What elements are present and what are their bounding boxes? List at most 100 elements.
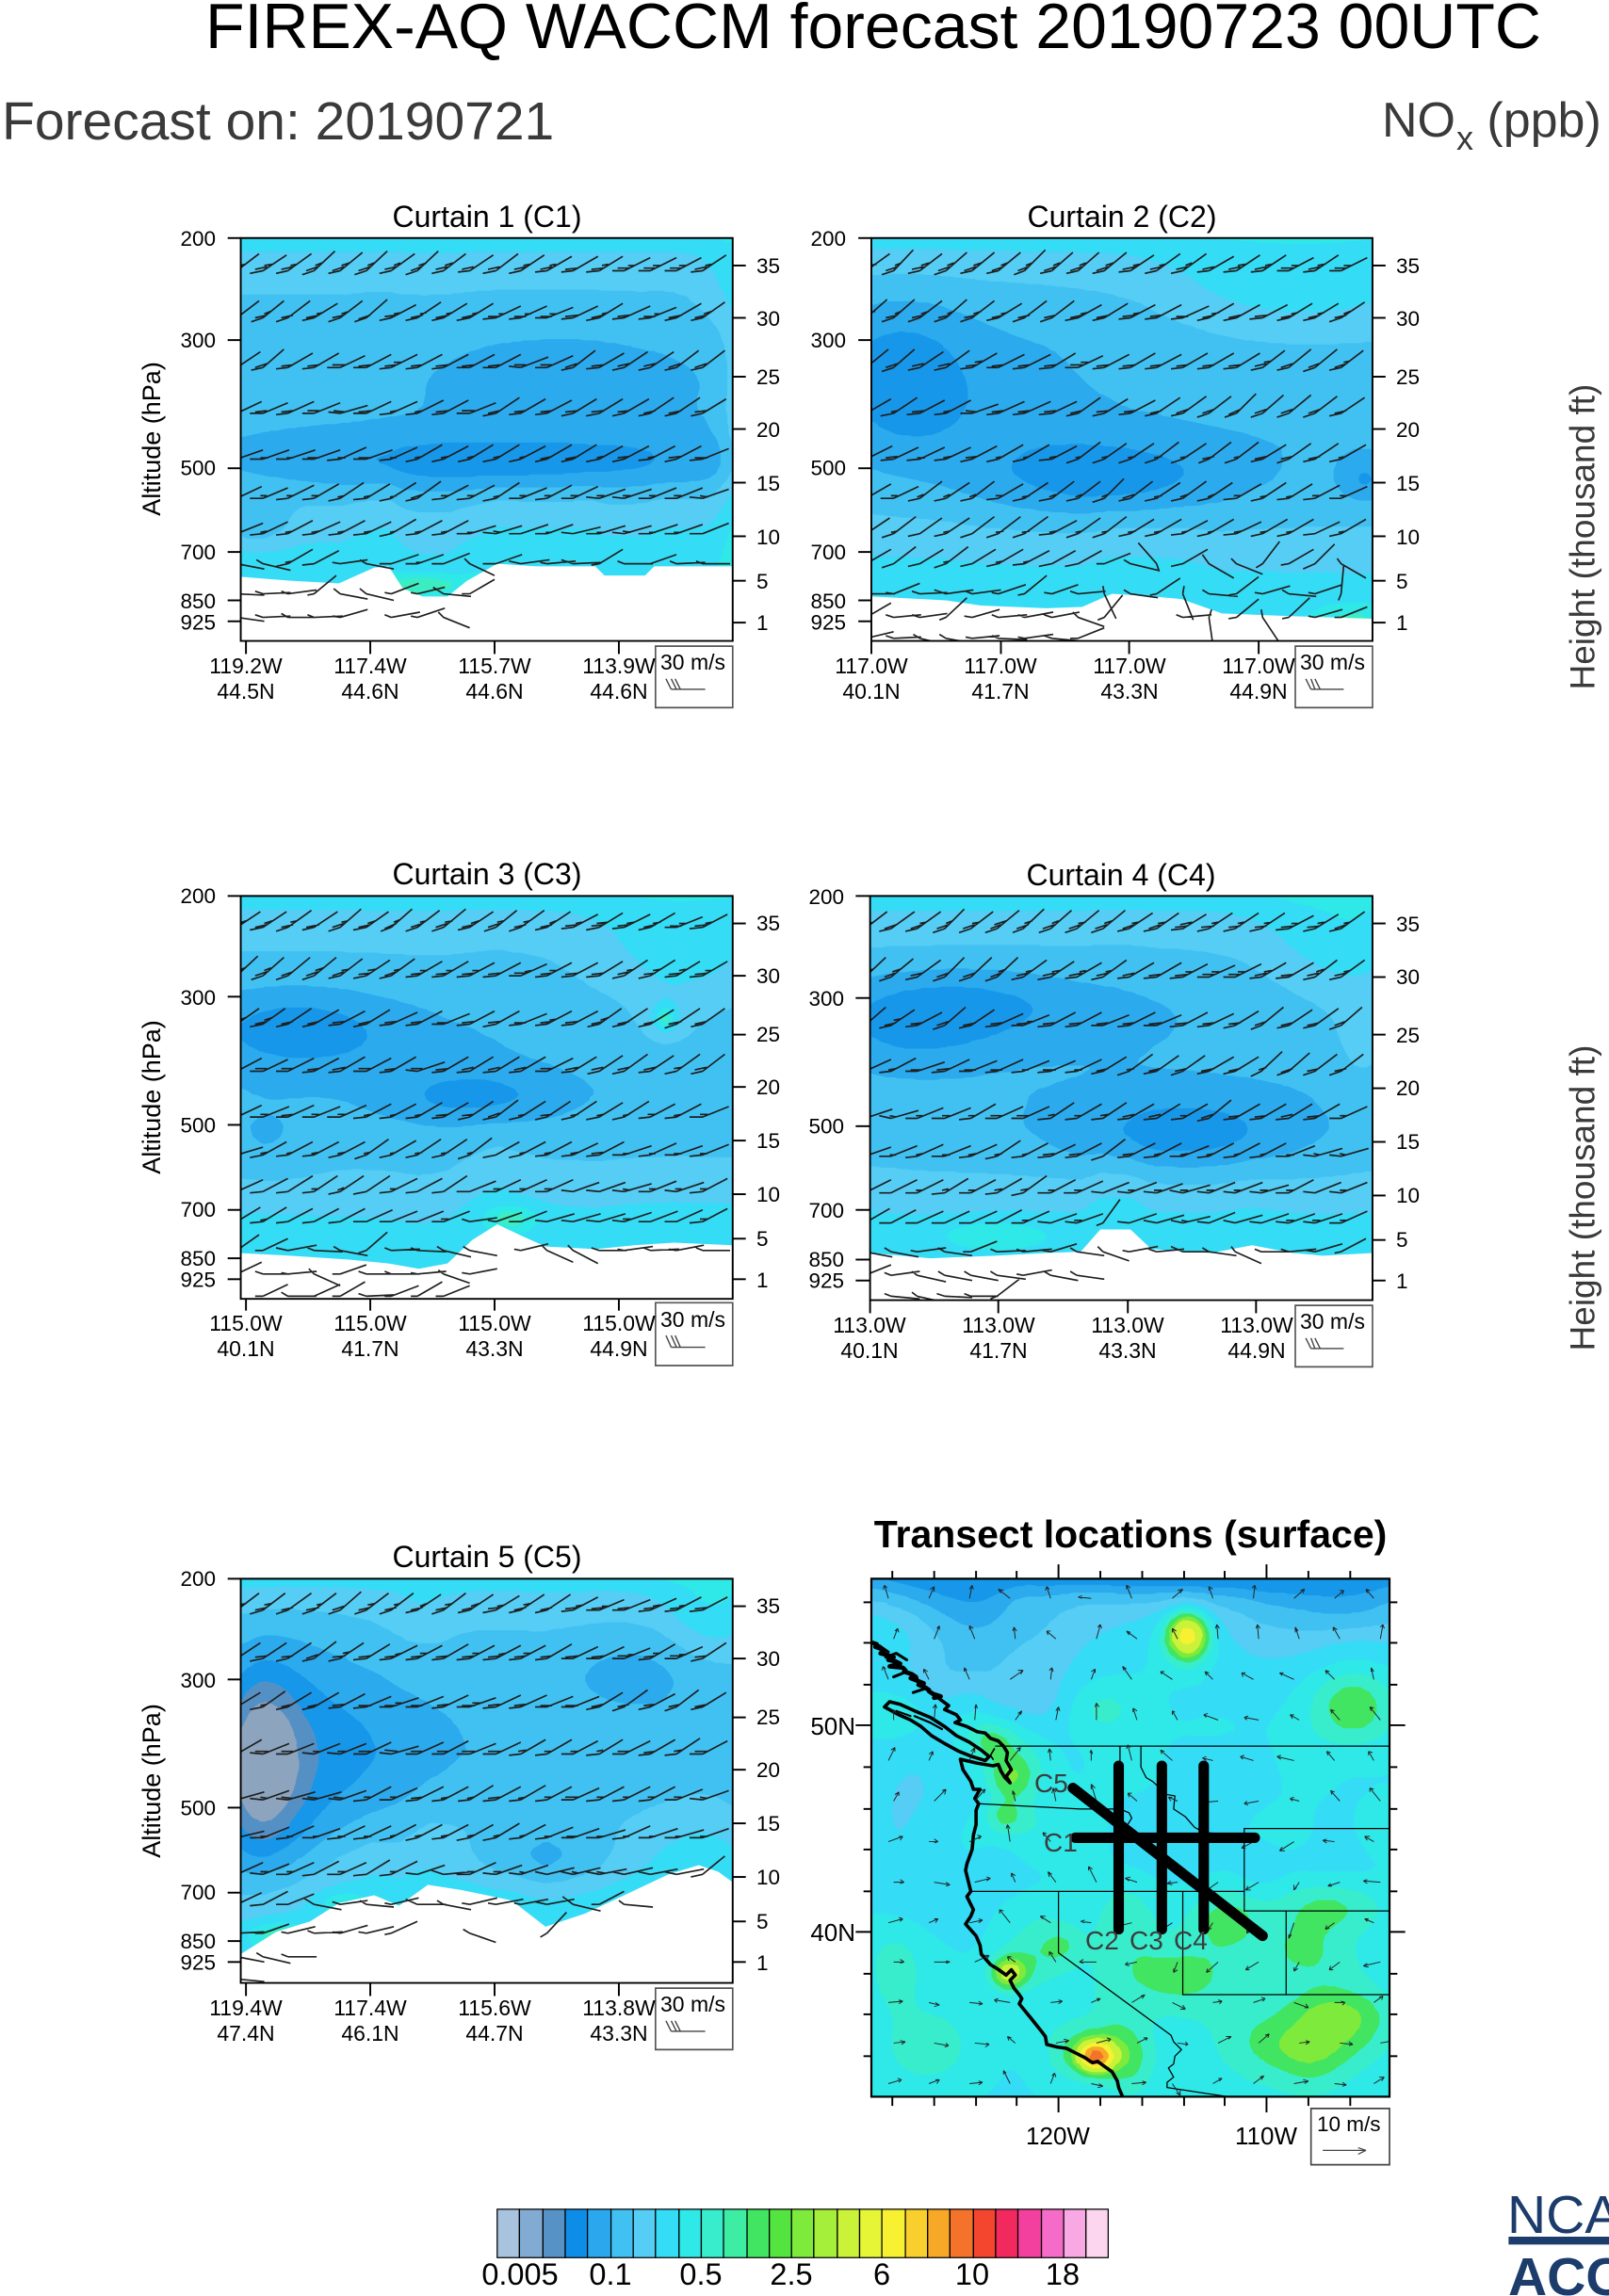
svg-text:25: 25 — [756, 1023, 780, 1046]
svg-text:44.9N: 44.9N — [590, 1336, 647, 1361]
svg-text:30: 30 — [1396, 307, 1420, 331]
svg-text:2.5: 2.5 — [770, 2257, 812, 2291]
svg-text:120W: 120W — [1026, 2122, 1090, 2150]
svg-text:6: 6 — [873, 2257, 890, 2291]
svg-text:10: 10 — [756, 1866, 780, 1889]
svg-text:850: 850 — [180, 1930, 216, 1953]
svg-text:35: 35 — [756, 254, 780, 278]
svg-text:20: 20 — [756, 1758, 780, 1782]
svg-text:30 m/s: 30 m/s — [1300, 650, 1365, 674]
svg-text:30 m/s: 30 m/s — [660, 650, 725, 674]
svg-text:5: 5 — [756, 1227, 769, 1251]
svg-text:300: 300 — [180, 1669, 216, 1692]
svg-text:15: 15 — [756, 472, 780, 495]
svg-text:40.1N: 40.1N — [840, 1338, 898, 1363]
svg-text:850: 850 — [180, 1247, 216, 1270]
svg-text:500: 500 — [180, 457, 216, 480]
svg-text:15: 15 — [1396, 1130, 1420, 1154]
svg-text:119.4W: 119.4W — [209, 1996, 283, 2020]
svg-text:NO: NO — [1382, 93, 1455, 148]
svg-text:0.1: 0.1 — [589, 2257, 631, 2291]
svg-text:25: 25 — [1396, 1024, 1420, 1047]
svg-text:0.5: 0.5 — [679, 2257, 722, 2291]
svg-text:925: 925 — [180, 1950, 216, 1974]
svg-text:Altitude (hPa): Altitude (hPa) — [138, 1020, 166, 1174]
svg-text:18: 18 — [1046, 2257, 1080, 2291]
svg-text:200: 200 — [810, 227, 846, 251]
svg-text:C3: C3 — [1130, 1926, 1163, 1955]
svg-text:200: 200 — [180, 1567, 216, 1591]
svg-text:115.0W: 115.0W — [458, 1311, 531, 1335]
svg-text:700: 700 — [180, 1881, 216, 1904]
svg-text:500: 500 — [180, 1114, 216, 1138]
svg-text:10: 10 — [756, 525, 780, 549]
svg-text:30 m/s: 30 m/s — [660, 1307, 725, 1332]
svg-text:5: 5 — [756, 1910, 769, 1933]
svg-text:x: x — [1456, 119, 1473, 157]
svg-text:Height (thousand ft): Height (thousand ft) — [1564, 1045, 1602, 1351]
svg-text:300: 300 — [810, 329, 846, 352]
svg-text:115.0W: 115.0W — [333, 1311, 407, 1335]
svg-text:Transect locations (surface): Transect locations (surface) — [874, 1512, 1388, 1556]
svg-text:119.2W: 119.2W — [209, 654, 283, 678]
svg-text:850: 850 — [810, 590, 846, 613]
svg-text:44.6N: 44.6N — [590, 679, 647, 703]
svg-text:44.9N: 44.9N — [1229, 679, 1287, 703]
svg-text:925: 925 — [180, 610, 216, 634]
svg-text:1: 1 — [756, 611, 769, 635]
svg-text:Forecast on: 20190721: Forecast on: 20190721 — [2, 91, 554, 152]
svg-text:113.0W: 113.0W — [833, 1313, 906, 1337]
svg-text:850: 850 — [808, 1248, 844, 1271]
svg-text:10: 10 — [955, 2257, 989, 2291]
svg-text:300: 300 — [180, 986, 216, 1010]
svg-text:925: 925 — [180, 1268, 216, 1291]
svg-text:C5: C5 — [1034, 1769, 1068, 1798]
svg-text:10: 10 — [756, 1183, 780, 1206]
svg-text:30 m/s: 30 m/s — [660, 1992, 725, 2016]
svg-text:Altitude (hPa): Altitude (hPa) — [138, 362, 166, 516]
svg-text:Height (thousand ft): Height (thousand ft) — [1564, 384, 1602, 690]
svg-text:500: 500 — [810, 457, 846, 480]
svg-text:44.6N: 44.6N — [465, 679, 523, 703]
svg-text:300: 300 — [808, 987, 844, 1011]
svg-text:35: 35 — [1396, 254, 1420, 278]
svg-text:20: 20 — [756, 1075, 780, 1099]
svg-text:20: 20 — [756, 418, 780, 442]
svg-text:115.0W: 115.0W — [209, 1311, 283, 1335]
svg-text:113.0W: 113.0W — [1220, 1313, 1293, 1337]
svg-text:15: 15 — [1396, 472, 1420, 495]
svg-text:30: 30 — [756, 1647, 780, 1671]
svg-text:5: 5 — [1396, 1228, 1408, 1252]
svg-text:300: 300 — [180, 329, 216, 352]
svg-text:(ppb): (ppb) — [1473, 93, 1601, 148]
svg-text:25: 25 — [756, 365, 780, 389]
svg-text:1: 1 — [756, 1269, 769, 1292]
svg-text:925: 925 — [808, 1269, 844, 1292]
svg-text:C4: C4 — [1174, 1926, 1208, 1955]
svg-text:110W: 110W — [1235, 2122, 1297, 2150]
svg-text:117.4W: 117.4W — [333, 1996, 407, 2020]
svg-text:C1: C1 — [1044, 1828, 1078, 1857]
svg-text:113.8W: 113.8W — [582, 1996, 656, 2020]
svg-text:5: 5 — [756, 570, 769, 593]
svg-text:46.1N: 46.1N — [341, 2021, 398, 2045]
svg-text:700: 700 — [180, 541, 216, 564]
svg-text:40.1N: 40.1N — [842, 679, 900, 703]
svg-text:10: 10 — [1396, 525, 1420, 549]
svg-text:1: 1 — [1396, 611, 1408, 635]
svg-text:43.3N: 43.3N — [590, 2021, 647, 2045]
svg-text:1: 1 — [756, 1951, 769, 1975]
svg-text:113.9W: 113.9W — [582, 654, 656, 678]
svg-text:ACOM: ACOM — [1508, 2247, 1609, 2296]
svg-text:500: 500 — [180, 1797, 216, 1820]
svg-text:Curtain 5 (C5): Curtain 5 (C5) — [393, 1540, 582, 1574]
svg-text:925: 925 — [810, 610, 846, 634]
svg-text:113.0W: 113.0W — [1091, 1313, 1164, 1337]
svg-text:5: 5 — [1396, 570, 1408, 593]
svg-text:30 m/s: 30 m/s — [1300, 1309, 1365, 1334]
svg-text:117.0W: 117.0W — [1222, 654, 1295, 678]
svg-text:30: 30 — [756, 307, 780, 331]
svg-text:30: 30 — [756, 964, 780, 988]
svg-text:44.9N: 44.9N — [1227, 1338, 1285, 1363]
svg-text:117.0W: 117.0W — [964, 654, 1037, 678]
